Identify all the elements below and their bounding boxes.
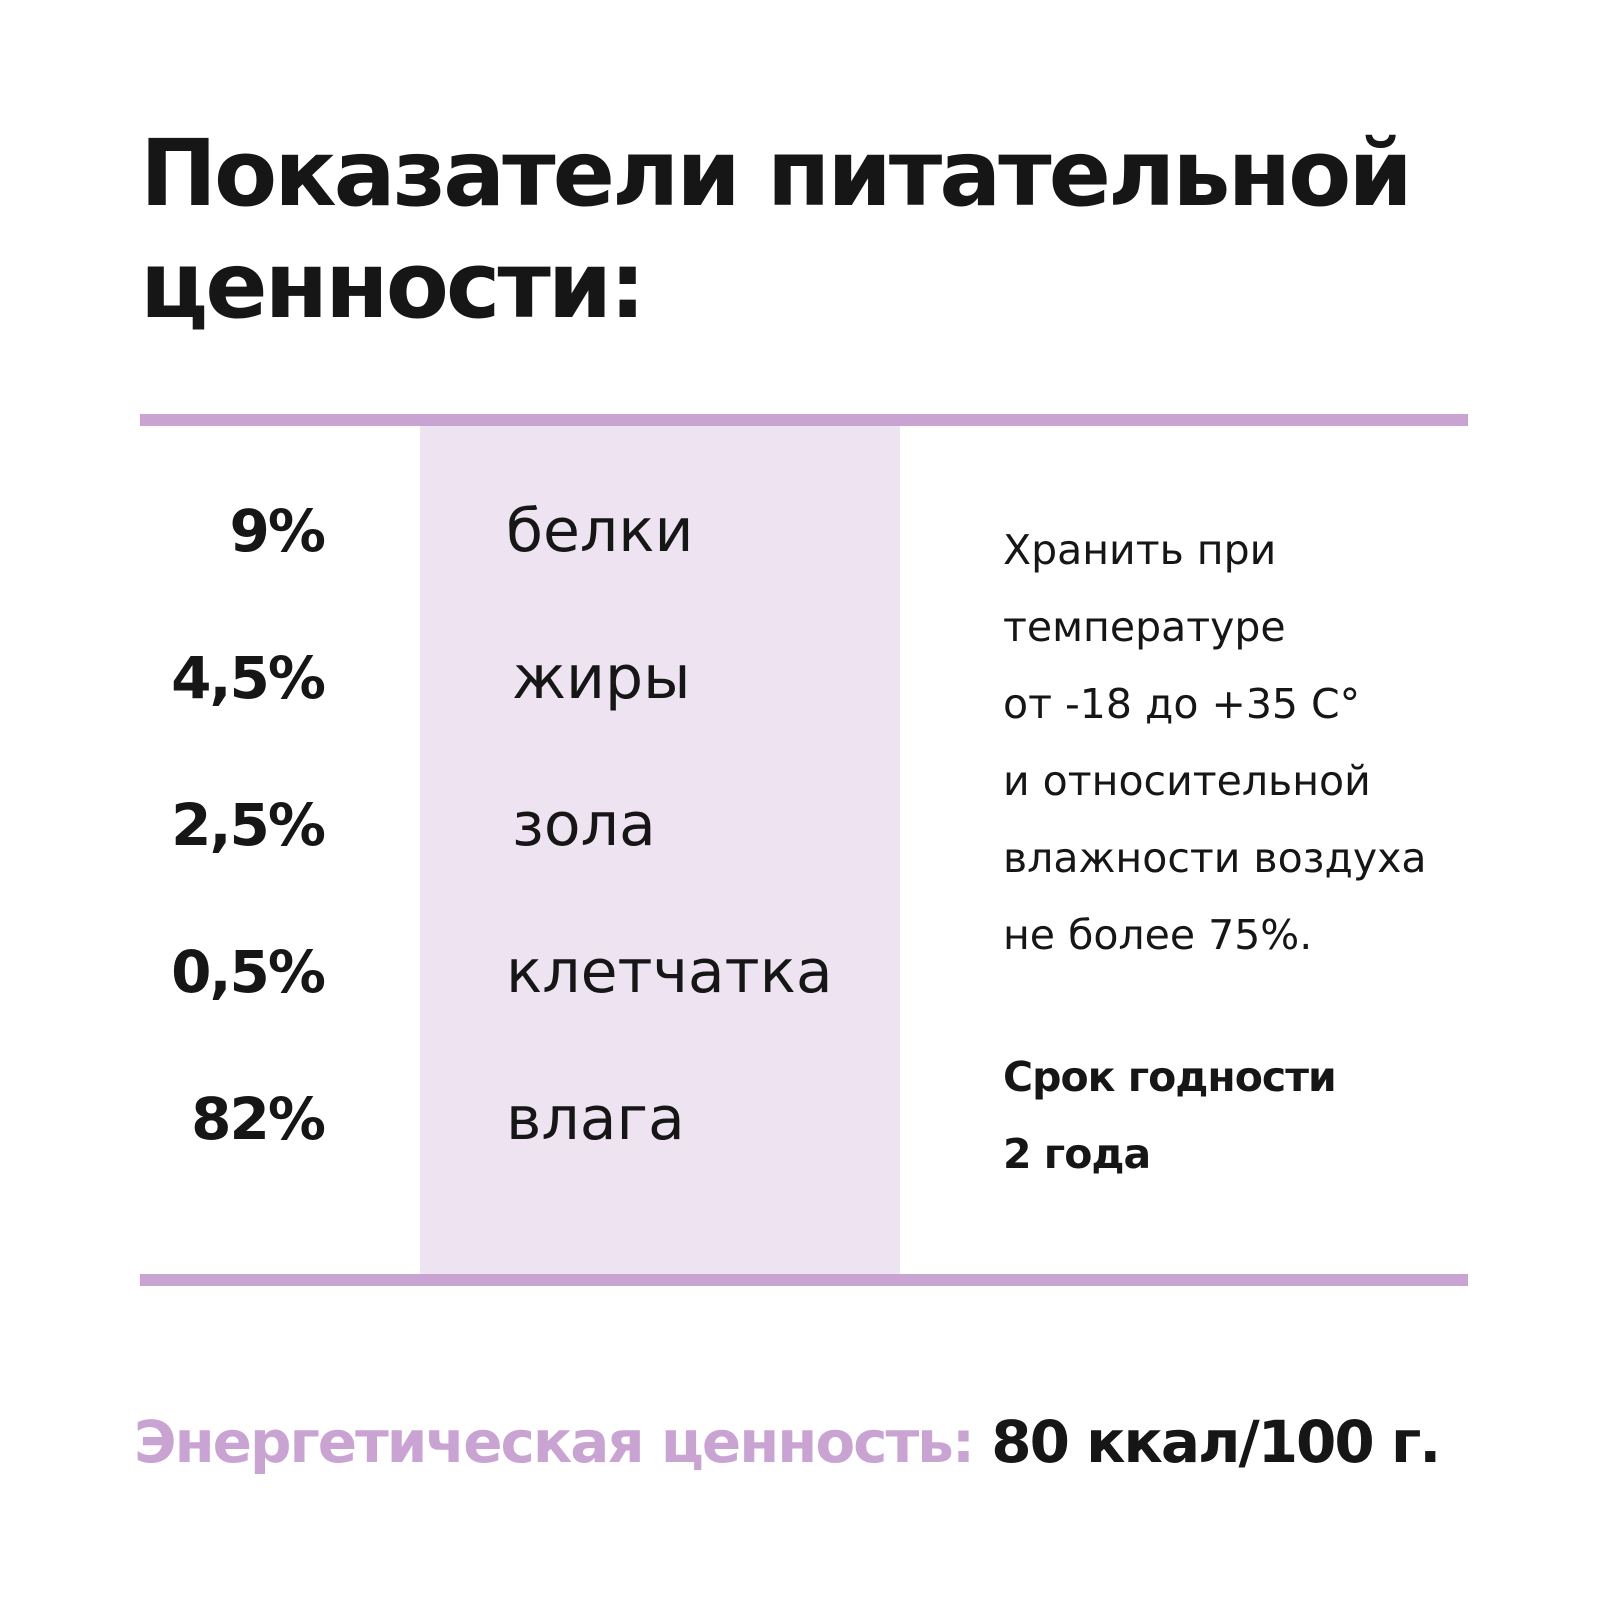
storage-line: температуре <box>1003 603 1286 651</box>
title-line-2: ценности: <box>140 232 646 339</box>
storage-line: влажности воздуха <box>1003 834 1427 882</box>
shelf-life: Срок годности 2 года <box>1003 1039 1337 1193</box>
nutrient-name-fat: жиры <box>512 643 691 713</box>
storage-instructions: Хранить при температуре от -18 до +35 С°… <box>1003 512 1483 974</box>
top-divider <box>140 414 1468 426</box>
nutrient-names-band <box>420 426 900 1274</box>
nutrient-name-fiber: клетчатка <box>506 937 833 1007</box>
nutrient-percent-moisture: 82% <box>191 1085 326 1153</box>
nutrient-percent-fiber: 0,5% <box>171 938 326 1006</box>
shelf-life-value: 2 года <box>1003 1130 1151 1178</box>
bottom-divider <box>140 1274 1468 1286</box>
energy-amount: 80 ккал/100 г. <box>991 1408 1441 1476</box>
energy-value-line: Энергетическая ценность: 80 ккал/100 г. <box>134 1404 1441 1480</box>
nutrient-name-moisture: влага <box>506 1084 685 1154</box>
storage-line: Хранить при <box>1003 526 1277 574</box>
page-title: Показатели питательной ценности: <box>140 118 1480 342</box>
nutrient-percent-protein: 9% <box>229 497 326 565</box>
nutrient-name-protein: белки <box>506 496 694 566</box>
storage-line: от -18 до +35 С° <box>1003 680 1361 728</box>
energy-label: Энергетическая ценность: <box>134 1408 975 1476</box>
shelf-life-label: Срок годности <box>1003 1053 1337 1101</box>
storage-line: и относительной <box>1003 757 1371 805</box>
title-line-1: Показатели питательной <box>140 120 1413 227</box>
nutrient-name-ash: зола <box>512 790 656 860</box>
nutrient-percent-ash: 2,5% <box>171 791 326 859</box>
storage-line: не более 75%. <box>1003 911 1313 959</box>
nutrient-percent-fat: 4,5% <box>171 644 326 712</box>
